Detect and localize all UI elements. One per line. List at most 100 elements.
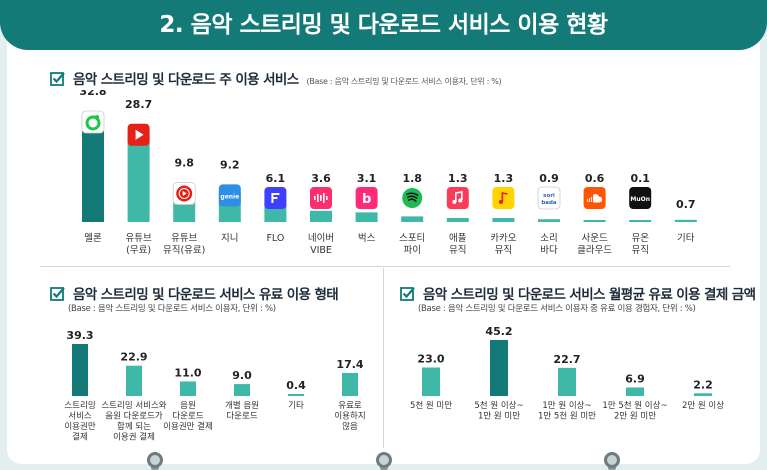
category-label: 음원 다운로드가 — [105, 412, 163, 422]
data-label: 0.9 — [539, 172, 559, 185]
bar — [538, 219, 560, 222]
category-label: 멜론 — [84, 232, 102, 244]
category-label: 이용권만 결제 — [163, 421, 213, 432]
bar — [558, 367, 576, 396]
kakao-music-icon — [492, 187, 515, 209]
category-label: 유료로 — [338, 401, 362, 411]
page-title: 2. 음악 스트리밍 및 다운로드 서비스 이용 현황 — [159, 12, 608, 38]
data-label: 3.1 — [357, 172, 377, 185]
category-label: 스포티 — [399, 233, 425, 244]
svg-text:sori: sori — [543, 193, 555, 199]
bugs-icon: b — [355, 187, 378, 209]
bar — [490, 340, 508, 396]
category-label: 뮤온 — [631, 233, 649, 244]
bar — [127, 132, 150, 222]
bar — [82, 120, 104, 222]
bar — [72, 344, 88, 396]
data-label: 32.8 — [79, 90, 106, 98]
category-label: 2만 원 미만 — [614, 412, 656, 422]
svg-text:b: b — [362, 192, 371, 207]
category-label: 개별 음원 — [225, 400, 259, 411]
checkbox-icon — [50, 72, 65, 86]
bar — [583, 220, 606, 222]
section2-header: 음악 스트리밍 및 다운로드 서비스 유료 이용 형태 — [50, 283, 339, 303]
section2-base: (Base : 음악 스트리밍 및 다운로드 서비스 이용자, 단위 : %) — [68, 304, 276, 314]
checkbox-icon — [400, 287, 415, 301]
category-label: 카카오 — [490, 233, 516, 244]
data-label: 1.3 — [494, 172, 514, 185]
data-label: 39.3 — [66, 329, 93, 342]
section3-header: 음악 스트리밍 및 다운로드 서비스 월평균 유료 이용 결제 금액 — [400, 283, 756, 303]
data-label: 6.1 — [266, 172, 286, 185]
bar — [694, 393, 712, 396]
bar — [422, 367, 440, 396]
category-label: 뮤직 — [449, 245, 466, 256]
data-label: 3.6 — [311, 172, 331, 185]
chart-payment-amount: 23.0 5천 원 미만 45.2 5천 원 이상~1만 원 미만 22.7 1만 원 이… — [410, 325, 724, 422]
category-label: 파이 — [403, 245, 420, 256]
category-label: 유튜브 — [125, 233, 151, 244]
section3-base: (Base : 음악 스트리밍 및 다운로드 서비스 이용자 중 유료 이용 경… — [418, 304, 696, 314]
category-label: 2만 원 이상 — [682, 400, 724, 411]
section1-header: 음악 스트리밍 및 다운로드 주 이용 서비스 (Base : 음악 스트리밍 … — [50, 68, 502, 88]
chart-main-services: 32.8멜론28.7유튜브(무료)9.8유튜브뮤직(유료)genie9.2지니6… — [79, 90, 697, 256]
category-label: 뮤직 — [631, 245, 648, 256]
bar — [446, 217, 469, 222]
svg-text:genie: genie — [220, 193, 239, 200]
category-label: FLO — [266, 233, 284, 244]
category-label: 결제 — [72, 432, 88, 443]
bar — [401, 216, 424, 222]
data-label: 1.3 — [448, 172, 468, 185]
muon-icon: MuOn — [629, 187, 652, 209]
category-label: 네이버 — [308, 233, 334, 244]
data-label: 9.0 — [232, 369, 252, 382]
checkbox-icon — [50, 287, 65, 301]
binder-ring — [147, 452, 163, 468]
category-label: 스트리밍 서비스와 — [101, 400, 166, 411]
data-label: 6.9 — [625, 372, 645, 385]
category-label: 1만 5천 원 미만 — [538, 411, 596, 422]
column-divider — [383, 268, 384, 448]
section-divider — [40, 266, 730, 267]
category-label: 애플 — [449, 233, 467, 244]
data-label: 0.4 — [286, 379, 306, 392]
category-label: 벅스 — [358, 233, 376, 244]
category-label: 뮤직 — [495, 245, 512, 256]
category-label: 바다 — [540, 245, 558, 256]
category-label: 소리 — [540, 233, 557, 244]
flo-icon — [264, 187, 287, 209]
category-label: 5천 원 미만 — [410, 400, 452, 411]
data-label: 0.1 — [630, 172, 650, 185]
category-label: 기타 — [677, 233, 695, 244]
category-label: 클라우드 — [577, 245, 612, 256]
data-label: 1.8 — [402, 172, 422, 185]
category-label: 5천 원 이상~ — [474, 400, 523, 411]
apple-music-icon — [446, 187, 469, 209]
data-label: 0.6 — [585, 172, 605, 185]
melon-icon — [81, 110, 105, 134]
section1-title: 음악 스트리밍 및 다운로드 주 이용 서비스 — [73, 72, 299, 88]
binder-ring — [376, 452, 392, 468]
category-label: 1만 원 이상~ — [542, 400, 591, 411]
section3-title: 음악 스트리밍 및 다운로드 서비스 월평균 유료 이용 결제 금액 — [423, 287, 756, 303]
data-label: 22.7 — [553, 353, 580, 366]
data-label: 23.0 — [417, 353, 444, 366]
category-label: 다운로드 — [172, 412, 203, 422]
youtube-music-icon — [172, 182, 196, 205]
category-label: 1만 5천 원 이상~ — [602, 400, 667, 411]
data-label: 11.0 — [174, 366, 201, 379]
bar — [126, 365, 142, 396]
youtube-icon — [127, 123, 150, 146]
svg-text:MuOn: MuOn — [630, 196, 650, 203]
bar — [234, 384, 250, 396]
soundcloud-icon — [583, 187, 606, 209]
category-label: 뮤직(유료) — [163, 245, 205, 256]
category-label: 서비스 — [68, 412, 92, 422]
category-label: 지니 — [221, 233, 238, 244]
svg-text:bada: bada — [541, 200, 557, 206]
data-label: 9.2 — [220, 158, 240, 171]
bar — [310, 210, 332, 222]
category-label: 이용권 결제 — [113, 432, 155, 443]
